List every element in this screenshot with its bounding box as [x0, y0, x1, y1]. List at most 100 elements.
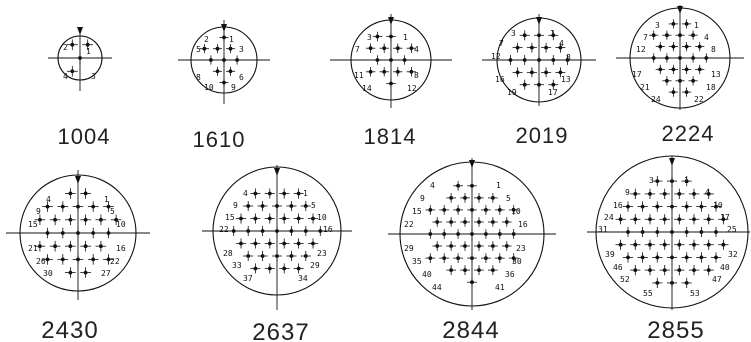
pin-contact	[637, 252, 648, 263]
pin-label: 44	[432, 283, 442, 292]
pin-contact	[501, 241, 512, 251]
pin-contact	[696, 226, 707, 238]
pin-label: 4	[559, 39, 564, 48]
pin-contact	[432, 241, 443, 251]
pin-contact	[300, 250, 311, 261]
pin-contact	[228, 226, 239, 236]
pin-contact	[488, 193, 498, 203]
axis-cross	[587, 156, 750, 310]
pin-contact	[662, 30, 672, 40]
connector-code: 1814	[364, 124, 417, 149]
pin-contact	[80, 188, 91, 199]
pin-contact	[622, 226, 634, 238]
pin-contact	[439, 253, 450, 263]
pin-label: 4	[46, 195, 51, 204]
pin-contact	[541, 42, 552, 53]
pin-contact	[622, 201, 634, 212]
pin-label: 2	[204, 35, 209, 44]
pin-contact	[681, 226, 692, 238]
pin-label: 22	[219, 225, 229, 234]
pin-contact	[681, 277, 692, 288]
pin-label: 15	[412, 207, 422, 216]
pin-contact	[286, 201, 297, 212]
pin-contact	[57, 254, 69, 265]
pin-contact	[279, 213, 290, 224]
pin-contact	[425, 205, 436, 215]
pin-contact	[703, 188, 714, 199]
connector-2224: 1 3 4 7 8 12 13 17 18 21 22 24 2224	[616, 5, 744, 146]
pin-contact	[652, 201, 663, 212]
pin-contact	[272, 201, 282, 212]
connector-2019: 1 3 4 7 8 12 13 16 17 19 2019	[482, 14, 596, 148]
pin-label: 4	[243, 189, 248, 198]
pin-label: 1	[496, 181, 501, 190]
pin-contact	[95, 240, 107, 252]
pin-label: 16	[613, 201, 623, 210]
pin-contact	[49, 240, 61, 252]
pin-label: 4	[704, 33, 709, 42]
pin-label: 3	[511, 29, 516, 38]
pin-contact	[386, 55, 396, 65]
pin-contact	[668, 19, 678, 29]
pin-contact	[652, 252, 663, 263]
pin-contact	[688, 239, 700, 250]
pin-label: 9	[625, 188, 630, 197]
pin-contact	[644, 239, 656, 250]
pin-contact	[65, 267, 76, 278]
pin-contact	[65, 214, 76, 226]
pin-contact	[519, 55, 530, 65]
connector-outline	[57, 35, 103, 81]
pin-contact	[372, 55, 383, 65]
pin-label: 16	[518, 220, 528, 229]
pin-contact	[95, 214, 107, 226]
pin-contact	[103, 254, 114, 265]
pin-label: 1	[550, 29, 555, 38]
pin-contact	[432, 217, 443, 227]
pin-contact	[74, 52, 86, 64]
pin-contact	[662, 76, 672, 86]
pin-label: 41	[495, 283, 505, 292]
pin-contact	[652, 176, 663, 187]
pin-label: 34	[298, 274, 308, 283]
pin-contact	[219, 55, 229, 65]
pin-contact	[264, 263, 275, 274]
pin-contact	[659, 188, 670, 199]
pin-contact	[508, 253, 519, 263]
pin-contact	[682, 42, 692, 52]
pin-contact	[541, 67, 552, 78]
pin-contact	[534, 79, 544, 90]
pin-contact	[49, 214, 61, 226]
pin-label: 3	[239, 45, 244, 54]
pin-contact	[226, 44, 236, 54]
pin-contact	[257, 250, 268, 261]
pin-contact	[718, 214, 729, 225]
pin-label: 21	[640, 83, 650, 92]
pin-label: 12	[407, 84, 417, 93]
pin-contact	[250, 238, 261, 249]
pin-label: 10	[204, 83, 214, 92]
pin-contact	[481, 205, 491, 215]
pin-contact	[615, 214, 626, 225]
connector-1814: 1 3 4 7 8 11 12 14 1814	[330, 14, 452, 149]
pin-contact	[250, 263, 261, 274]
pin-label: 26	[36, 257, 46, 266]
pin-contact	[682, 19, 692, 29]
pin-contact	[425, 253, 436, 263]
pin-contact	[662, 53, 672, 63]
pin-contact	[682, 87, 692, 97]
pin-contact	[446, 193, 456, 203]
pin-contact	[622, 252, 634, 263]
connector-code: 1610	[193, 127, 246, 152]
pin-contact	[460, 193, 470, 203]
pin-label: 23	[317, 249, 327, 258]
pin-contact	[467, 229, 477, 239]
pin-contact	[425, 229, 436, 239]
pin-label: 22	[110, 257, 120, 266]
pin-label: 16	[116, 244, 126, 253]
pin-contact	[703, 265, 714, 276]
connector-2855: 1 3 4 9 10 16 17 24 25 31 32 39 40 46 47…	[587, 155, 750, 342]
pin-contact	[681, 252, 692, 263]
pin-contact	[548, 79, 559, 90]
pin-contact	[72, 201, 84, 212]
pin-label: 6	[239, 73, 244, 82]
